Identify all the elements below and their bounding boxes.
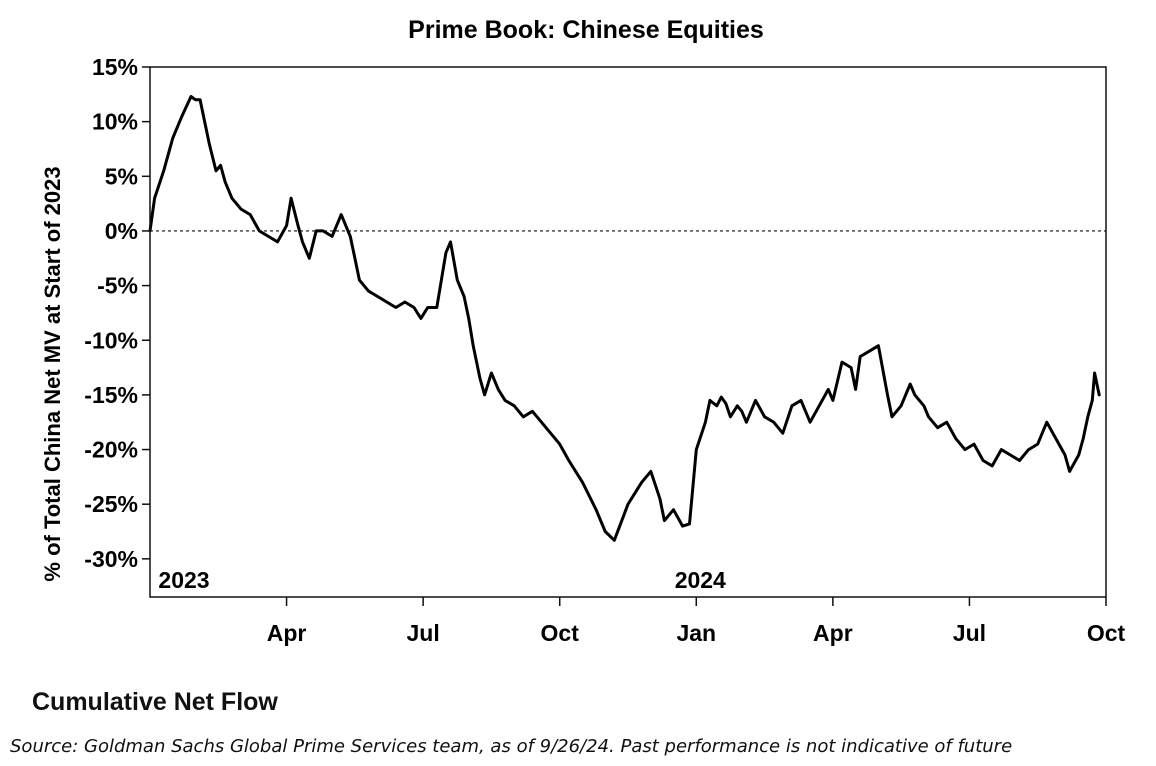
line-chart: Prime Book: Chinese Equities % of Total … (40, 16, 1126, 646)
y-tick-label: -5% (97, 273, 138, 299)
year-label: 2023 (158, 567, 209, 593)
source-note: Source: Goldman Sachs Global Prime Servi… (10, 736, 1013, 757)
y-tick-label: -25% (84, 491, 138, 517)
axis-ticks (142, 66, 1107, 606)
chart-subtitle: Cumulative Net Flow (32, 688, 278, 716)
y-tick-label: 0% (105, 218, 138, 244)
y-axis-label: % of Total China Net MV at Start of 2023 (40, 166, 65, 581)
y-tick-label: 15% (92, 54, 138, 80)
x-tick-label: Jan (676, 620, 716, 646)
y-tick-label: -15% (84, 382, 138, 408)
y-tick-label: -10% (84, 327, 138, 353)
x-tick-label: Jul (953, 620, 986, 646)
y-tick-label: -30% (84, 546, 138, 572)
y-tick-label: -20% (84, 437, 138, 463)
year-label: 2024 (675, 567, 726, 593)
chart-title: Prime Book: Chinese Equities (408, 16, 764, 44)
x-tick-label: Oct (1087, 620, 1126, 646)
series-line-cumulative-net-flow (148, 95, 1101, 542)
x-tick-label: Apr (267, 620, 307, 646)
x-tick-label: Apr (813, 620, 853, 646)
axis-labels: 15% 10% 5% 0% -5% -10% -15% -20% -25% -30% Apr Jul O… (84, 54, 1125, 646)
x-tick-label: Oct (541, 620, 580, 646)
y-tick-label: 10% (92, 109, 138, 135)
plot-frame (149, 66, 1107, 598)
y-tick-label: 5% (105, 163, 138, 189)
series-layer (148, 95, 1101, 542)
x-tick-label: Jul (407, 620, 440, 646)
